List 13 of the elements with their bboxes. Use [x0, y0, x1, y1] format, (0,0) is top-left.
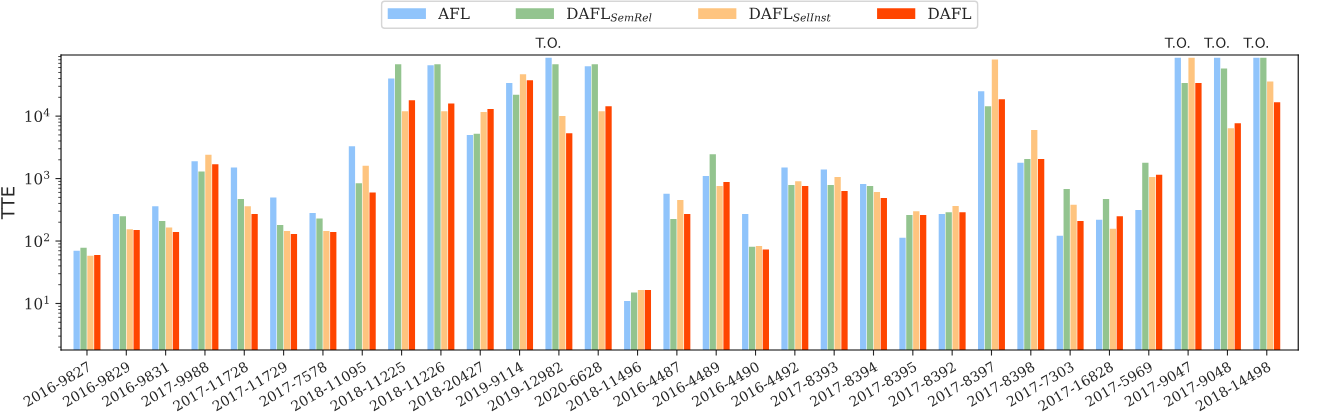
y-axis-title: TTE: [1, 187, 15, 220]
text: T.O.: [535, 37, 561, 48]
y-tick-label: 10$^{3}$: [25, 170, 50, 185]
legend-label: DAFL$_{SemRel}$: [567, 7, 652, 22]
y-tick-label: 10$^{4}$: [25, 108, 50, 123]
text: T.O.: [1243, 37, 1268, 48]
legend-label: DAFL: [928, 7, 972, 19]
text: T.O.: [1164, 37, 1190, 48]
legend-label: DAFL$_{SelInst}$: [749, 7, 831, 22]
y-tick-label: 10$^{2}$: [25, 233, 50, 247]
legend-label: AFL: [438, 7, 470, 19]
y-tick-label: 10$^{1}$: [25, 295, 49, 310]
text: T.O.: [1204, 37, 1229, 48]
